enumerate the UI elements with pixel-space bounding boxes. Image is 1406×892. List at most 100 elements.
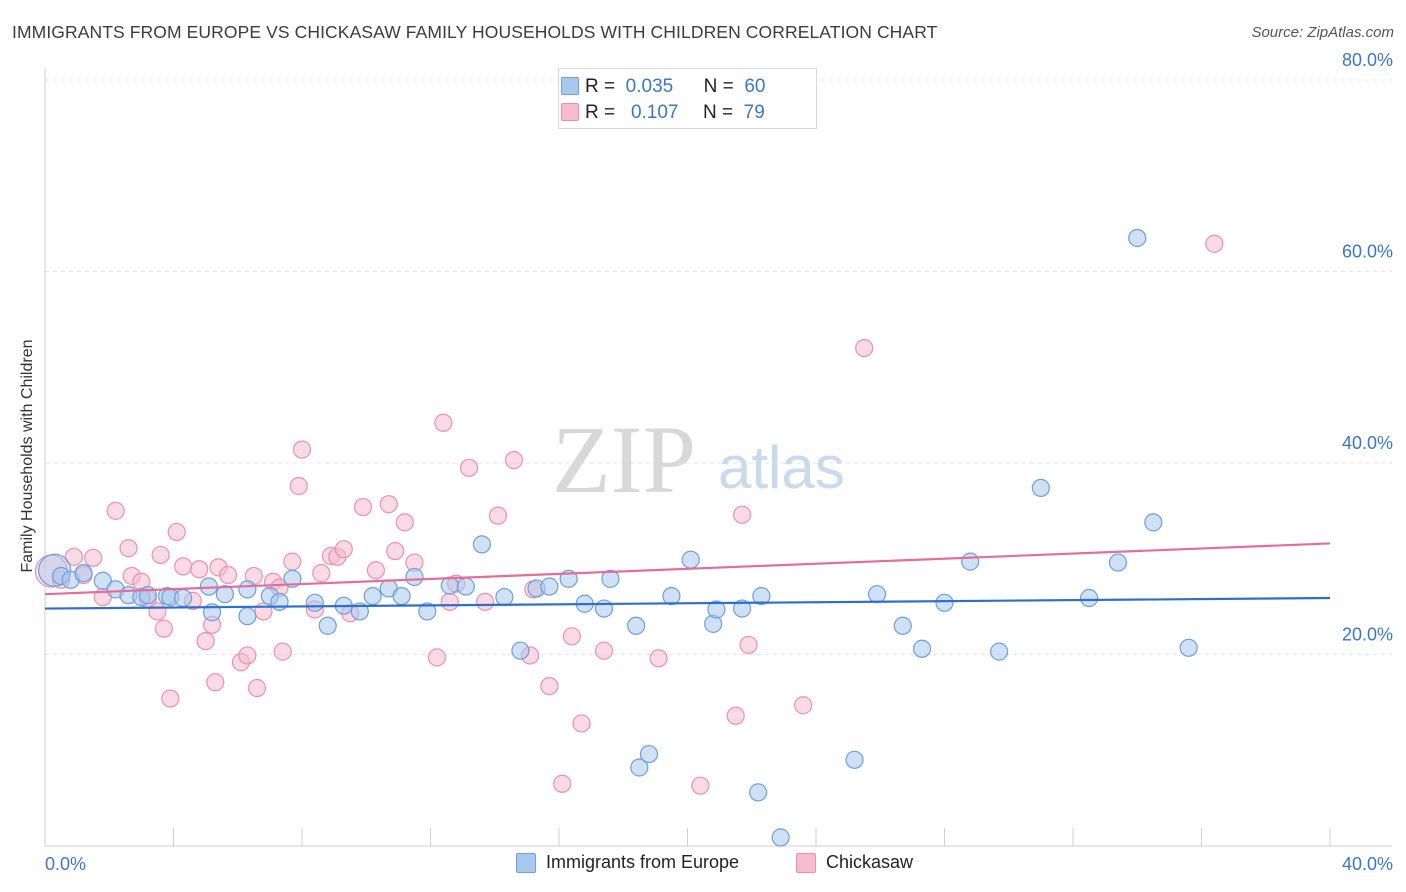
europe-point — [601, 569, 620, 588]
europe-point — [215, 585, 234, 604]
europe-point — [867, 585, 887, 604]
watermark-atlas: atlas — [718, 434, 845, 501]
legend-row-europe: R = 0.035 N = 60 — [561, 75, 766, 99]
europe-point — [594, 599, 614, 618]
chickasaw-point — [196, 631, 215, 651]
chickasaw-point — [219, 565, 238, 585]
europe-point — [363, 586, 382, 606]
axes — [44, 68, 1392, 847]
europe-point — [418, 602, 437, 621]
trend-lines — [44, 542, 1331, 610]
chickasaw-point — [649, 649, 668, 668]
europe-point — [912, 639, 932, 658]
europe-point — [174, 588, 193, 608]
chickasaw-point — [334, 540, 353, 559]
chickasaw-point — [161, 689, 180, 708]
europe-point — [1031, 478, 1050, 497]
legend-label-chickasaw: Chickasaw — [826, 852, 914, 872]
chickasaw-point — [312, 564, 331, 583]
europe-point — [540, 577, 559, 596]
chickasaw-point — [64, 547, 84, 566]
chickasaw-point — [289, 476, 308, 496]
chickasaw-points — [34, 234, 1224, 795]
europe-point — [639, 744, 659, 764]
legend-r-value-chickasaw: 0.107 — [630, 102, 679, 123]
chickasaw-point — [540, 676, 559, 696]
chickasaw-point — [434, 413, 453, 432]
y-tick-label: 60.0% — [1342, 242, 1393, 262]
europe-point — [961, 552, 980, 571]
europe-point — [270, 592, 289, 611]
europe-point — [392, 586, 411, 606]
chickasaw-point — [855, 339, 874, 358]
chickasaw-point — [151, 545, 170, 565]
chickasaw-point — [292, 440, 312, 459]
chickasaw-point — [247, 678, 267, 698]
chickasaw-point — [794, 696, 813, 715]
chickasaw-point — [119, 539, 138, 558]
europe-point — [1144, 513, 1163, 532]
watermark: ZIP atlas — [552, 406, 845, 513]
chickasaw-point — [366, 561, 385, 580]
chickasaw-point — [174, 557, 193, 576]
europe-point — [511, 641, 530, 660]
europe-point — [305, 593, 324, 612]
y-tick-label: 80.0% — [1342, 50, 1393, 70]
chickasaw-point — [1205, 234, 1224, 253]
europe-point — [495, 587, 514, 607]
legend-item-chickasaw[interactable]: Chickasaw — [796, 852, 913, 873]
chickasaw-point — [476, 592, 495, 611]
chickasaw-point — [739, 635, 758, 655]
chickasaw-point — [562, 627, 581, 646]
chickasaw-point — [238, 646, 257, 665]
watermark-zip: ZIP — [552, 406, 696, 513]
legend-label-europe: Immigrants from Europe — [546, 852, 740, 872]
europe-point — [238, 607, 257, 626]
europe-point — [752, 586, 771, 606]
chickasaw-point — [167, 522, 186, 542]
chickasaw-point — [488, 506, 508, 525]
chickasaw-point — [84, 548, 103, 567]
europe-point — [771, 828, 790, 847]
y-tick-label: 20.0% — [1342, 625, 1393, 645]
chickasaw-point — [553, 774, 572, 793]
chickasaw-point — [726, 706, 745, 725]
europe-points — [38, 228, 1198, 847]
europe-point — [1108, 553, 1128, 572]
x-tick-label-max: 40.0% — [1342, 854, 1393, 874]
legend-r-label: R = — [585, 102, 616, 123]
x-tick-labels: 0.0% 40.0% — [45, 854, 1393, 874]
legend-swatch-europe — [516, 852, 536, 873]
europe-point — [283, 569, 302, 588]
legend-n-value-europe: 60 — [744, 76, 766, 97]
europe-point — [318, 616, 337, 635]
chickasaw-point — [273, 642, 292, 661]
chickasaw-point — [594, 641, 614, 660]
chickasaw-trend-line — [44, 542, 1331, 596]
chickasaw-point — [154, 619, 173, 638]
europe-point — [935, 593, 954, 612]
europe-point — [93, 571, 112, 590]
chickasaw-point — [459, 458, 479, 477]
legend-r-label: R = — [585, 76, 616, 97]
chickasaw-point — [386, 541, 405, 561]
europe-point — [681, 550, 700, 569]
legend-n-label: N = — [702, 102, 734, 123]
europe-point — [630, 758, 649, 777]
chickasaw-point — [440, 592, 459, 611]
chickasaw-point — [206, 673, 225, 692]
legend-item-europe[interactable]: Immigrants from Europe — [516, 852, 739, 873]
europe-point — [733, 599, 752, 618]
gridlines — [45, 79, 1392, 655]
chickasaw-point — [148, 602, 167, 621]
chickasaw-point — [353, 497, 373, 517]
europe-point — [472, 535, 491, 554]
europe-point — [238, 580, 257, 599]
europe-point — [440, 576, 459, 595]
chickasaw-point — [427, 648, 447, 667]
x-tick-label-min: 0.0% — [45, 854, 86, 874]
europe-point — [1079, 588, 1099, 608]
legend-row-chickasaw: R = 0.107 N = 79 — [561, 101, 765, 125]
legend-n-label: N = — [703, 76, 734, 97]
